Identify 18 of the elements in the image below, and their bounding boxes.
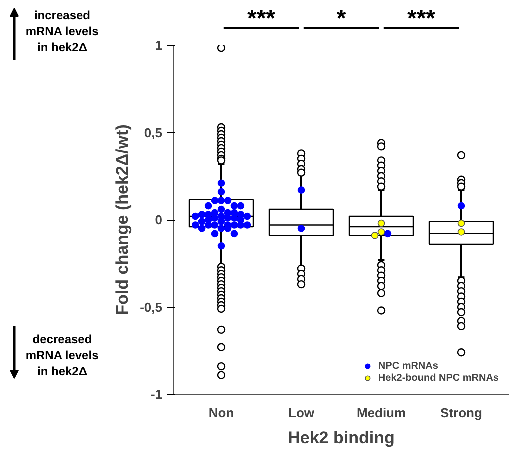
y-axis-title: Fold change (hek2Δ/wt) (113, 124, 132, 316)
legend-label: Hek2-bound NPC mRNAs (378, 372, 499, 384)
x-tick-label: Strong (440, 406, 482, 420)
text: *** (247, 6, 276, 32)
text: decreased mRNA levels in hek2Δ (26, 332, 100, 378)
y-tick-label: 0,5 (144, 125, 163, 140)
x-axis-title: Hek2 binding (288, 428, 395, 448)
text: *** (407, 6, 436, 32)
y-tick-label: -1 (150, 387, 163, 402)
x-tick-label: Non (208, 406, 234, 420)
y-tick-label: 1 (155, 38, 163, 53)
y-tick-label: 0 (155, 212, 163, 228)
text: * (336, 6, 347, 32)
legend-label: NPC mRNAs (378, 360, 438, 372)
x-tick-label: Medium (356, 406, 406, 420)
text: increased mRNA levels in hek2Δ (26, 8, 100, 55)
x-tick-label: Low (288, 406, 316, 420)
y-tick-label: -0,5 (140, 300, 163, 315)
